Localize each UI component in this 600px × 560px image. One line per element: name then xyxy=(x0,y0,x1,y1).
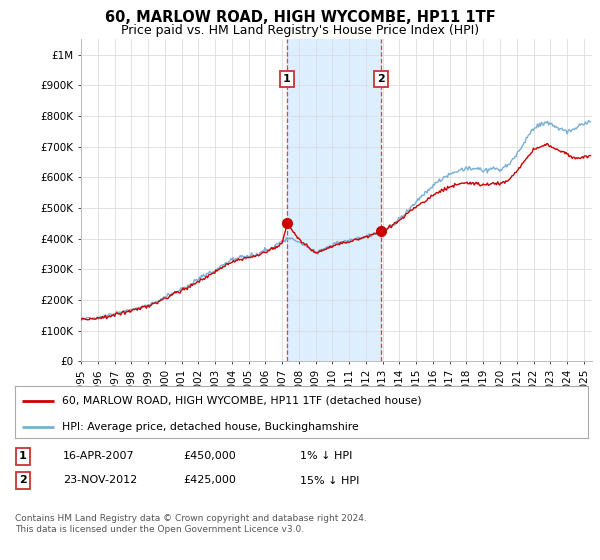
Text: Price paid vs. HM Land Registry's House Price Index (HPI): Price paid vs. HM Land Registry's House … xyxy=(121,24,479,36)
Text: 2: 2 xyxy=(377,74,385,84)
Bar xyxy=(287,39,381,361)
Text: Contains HM Land Registry data © Crown copyright and database right 2024.: Contains HM Land Registry data © Crown c… xyxy=(15,514,367,522)
Text: £450,000: £450,000 xyxy=(183,451,236,461)
Text: 15% ↓ HPI: 15% ↓ HPI xyxy=(300,475,359,486)
Text: £425,000: £425,000 xyxy=(183,475,236,486)
Text: 60, MARLOW ROAD, HIGH WYCOMBE, HP11 1TF: 60, MARLOW ROAD, HIGH WYCOMBE, HP11 1TF xyxy=(104,10,496,25)
Text: 1: 1 xyxy=(283,74,291,84)
Text: HPI: Average price, detached house, Buckinghamshire: HPI: Average price, detached house, Buck… xyxy=(62,422,359,432)
Text: 16-APR-2007: 16-APR-2007 xyxy=(63,451,134,461)
Text: This data is licensed under the Open Government Licence v3.0.: This data is licensed under the Open Gov… xyxy=(15,525,304,534)
Text: 60, MARLOW ROAD, HIGH WYCOMBE, HP11 1TF (detached house): 60, MARLOW ROAD, HIGH WYCOMBE, HP11 1TF … xyxy=(62,396,422,406)
Text: 2: 2 xyxy=(19,475,26,486)
Text: 1% ↓ HPI: 1% ↓ HPI xyxy=(300,451,352,461)
Text: 1: 1 xyxy=(19,451,26,461)
Text: 23-NOV-2012: 23-NOV-2012 xyxy=(63,475,137,486)
